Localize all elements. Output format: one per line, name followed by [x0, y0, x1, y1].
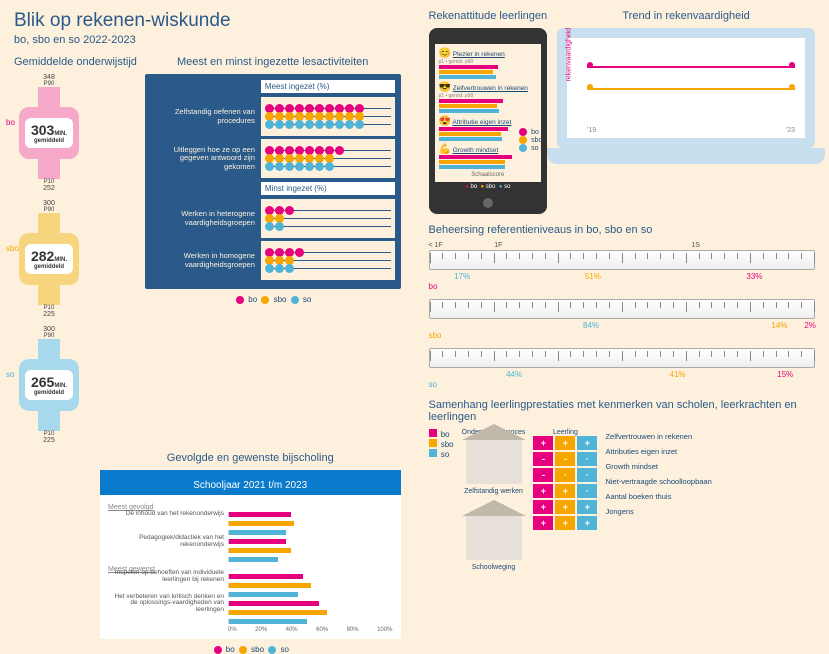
laptop-x1: '23 [786, 127, 795, 134]
house1-sub: Zelfstandig werken [462, 488, 526, 495]
laptop-x0: '19 [587, 127, 596, 134]
training-title: Gevolgde en gewenste bijscholing [100, 452, 401, 464]
watch-sbo: 300P90 sbo 282MIN. gemiddeld P10225 [14, 200, 84, 318]
correl-legend: bo sbo so [429, 429, 454, 459]
watch-bo: 348P90 bo 303MIN. gemiddeld P10252 [14, 74, 84, 192]
building-label: Leerling [533, 429, 597, 436]
abacus-header-most: Meest ingezet (%) [261, 80, 395, 93]
page-subtitle: bo, sbo en so 2022-2023 [14, 34, 401, 46]
laptop-legend: bo sbo so [517, 128, 542, 152]
laptop-ylabel: rekenvaardigheid [566, 28, 573, 82]
laptop-screen: rekenvaardigheid '19 '23 [557, 28, 815, 148]
tablet-title: Rekenattitude leerlingen [429, 10, 548, 22]
ruler-sbo: 84%14%2%sbo [429, 299, 816, 340]
abacus-title: Meest en minst ingezette lesactiviteiten [145, 56, 401, 68]
correl-title: Samenhang leerlingprestaties met kenmerk… [429, 399, 816, 423]
abacus-legend: bo sbo so [145, 295, 401, 304]
laptop-title: Trend in rekenvaardigheid [557, 10, 815, 22]
rulers-title: Beheersing referentieniveaus in bo, sbo … [429, 224, 816, 236]
abacus: Meest ingezet (%) Zelfstandig oefenen va… [145, 74, 401, 289]
watch-so: 300P90 so 265MIN. gemiddeld P10225 [14, 326, 84, 444]
training-header: Schooljaar 2021 t/m 2023 [100, 470, 401, 495]
tablet: 😊 Plezier in rekenen p1 • gemid. p90 😎 Z… [429, 28, 548, 214]
ruler-bo: < 1F1F1S17%51%33%bo [429, 242, 816, 291]
ruler-so: 44%41%15%so [429, 348, 816, 389]
tablet-home-button [483, 198, 493, 208]
training-chart: Meest gevolgdDe inhoud van het rekenonde… [100, 495, 401, 639]
feature-list: Zelfvertrouwen in rekenenAttributies eig… [605, 429, 711, 519]
house-icon [466, 516, 522, 560]
house-icon [466, 440, 522, 484]
abacus-header-least: Minst ingezet (%) [261, 182, 395, 195]
page-title: Blik op rekenen-wiskunde [14, 10, 401, 32]
watches-title: Gemiddelde onderwijstijd [14, 56, 137, 68]
house2-sub: Schoolweging [462, 564, 526, 571]
